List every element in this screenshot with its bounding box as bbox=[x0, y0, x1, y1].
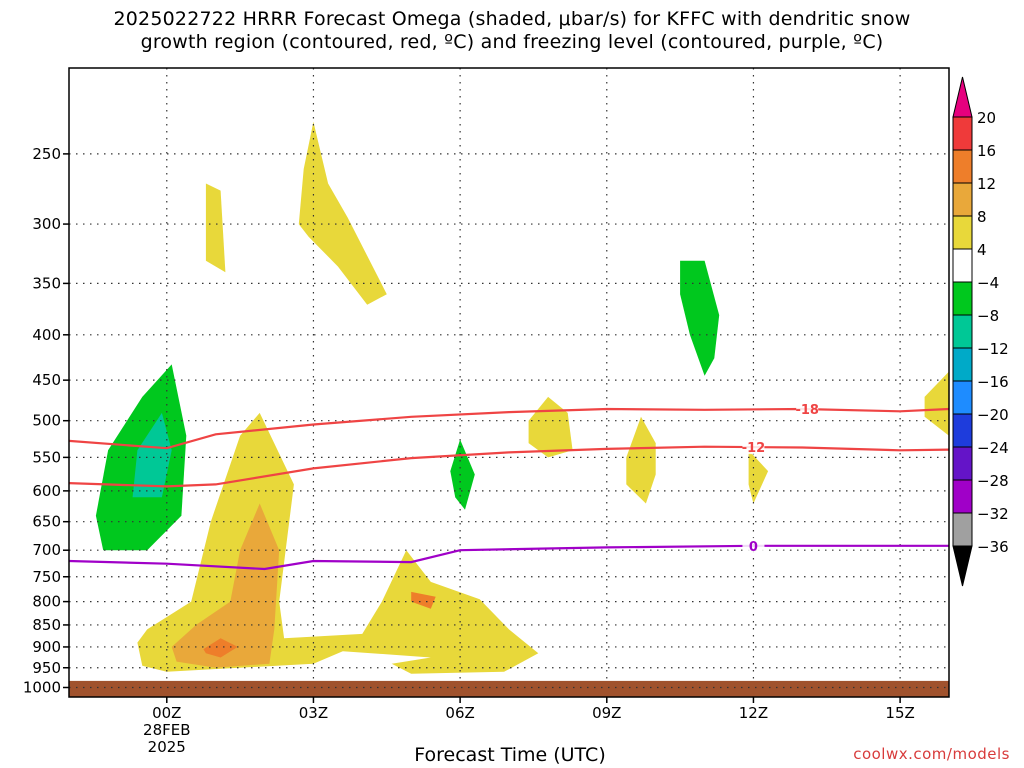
contour-line-0 bbox=[69, 544, 949, 571]
omega-region-12 bbox=[450, 439, 475, 510]
y-tick-label-250: 250 bbox=[32, 145, 61, 163]
chart-title-line-1: 2025022722 HRRR Forecast Omega (shaded, … bbox=[113, 8, 911, 30]
contour-label--18: -18 bbox=[795, 403, 819, 418]
x-tick-label-03Z: 03Z bbox=[299, 704, 328, 722]
y-tick-label-750: 750 bbox=[32, 568, 61, 586]
colorbar-bin-2 bbox=[952, 182, 973, 217]
omega-region-1 bbox=[132, 412, 172, 498]
colorbar-label--36: −36 bbox=[977, 538, 1009, 556]
y-tick-label-450: 450 bbox=[32, 371, 61, 389]
y-tick-label-550: 550 bbox=[32, 448, 61, 466]
omega-shading-layer bbox=[95, 121, 949, 674]
pressure-axis: 250 300 350 400 450 500 550 600 650 700 750 800 850 9… bbox=[23, 145, 69, 696]
contour-label-bg--18 bbox=[796, 401, 819, 417]
x-tick-sublabel-year: 2025 bbox=[148, 738, 186, 756]
colorbar-bin-8 bbox=[952, 380, 973, 415]
colorbar-label--8: −8 bbox=[977, 307, 999, 325]
colorbar-label--24: −24 bbox=[977, 439, 1009, 457]
omega-region-13 bbox=[680, 260, 720, 376]
x-tick-label-12Z: 12Z bbox=[739, 704, 768, 722]
omega-colorbar: 20 16 12 8 4 −4 −8 −12 −16 −20 −24 −28 −32 −36 bbox=[952, 76, 1009, 587]
y-tick-label-350: 350 bbox=[32, 274, 61, 292]
surface-terrain-layer bbox=[69, 680, 949, 697]
omega-region-3 bbox=[298, 121, 387, 305]
colorbar-label--32: −32 bbox=[977, 505, 1009, 523]
omega-region-8 bbox=[528, 396, 573, 458]
colorbar-label-16: 16 bbox=[977, 142, 996, 160]
surface-ground-band bbox=[69, 680, 949, 697]
contour-label-bg-0 bbox=[742, 537, 765, 553]
colorbar-label-8: 8 bbox=[977, 208, 987, 226]
contour-label--12: -12 bbox=[742, 441, 766, 456]
contour-line--12 bbox=[69, 445, 949, 488]
chart-title: 2025022722 HRRR Forecast Omega (shaded, … bbox=[0, 8, 1024, 54]
y-tick-label-700: 700 bbox=[32, 541, 61, 559]
colorbar-bin-6 bbox=[952, 314, 973, 349]
colorbar-label--28: −28 bbox=[977, 472, 1009, 490]
colorbar-label-12: 12 bbox=[977, 175, 996, 193]
colorbar-bin-4 bbox=[952, 248, 973, 283]
colorbar-bin-12 bbox=[952, 512, 973, 547]
y-tick-label-950: 950 bbox=[32, 659, 61, 677]
x-tick-label-15Z: 15Z bbox=[885, 704, 914, 722]
y-tick-label-300: 300 bbox=[32, 215, 61, 233]
colorbar-label--12: −12 bbox=[977, 340, 1009, 358]
colorbar-bin-3 bbox=[952, 215, 973, 250]
y-tick-label-650: 650 bbox=[32, 513, 61, 531]
colorbar-bottom-triangle bbox=[952, 545, 973, 587]
x-tick-label-09Z: 09Z bbox=[592, 704, 621, 722]
contour-label-0: 0 bbox=[749, 540, 758, 555]
y-tick-label-800: 800 bbox=[32, 593, 61, 611]
chart-title-line-2: growth region (contoured, red, ºC) and f… bbox=[140, 31, 884, 53]
colorbar-label--20: −20 bbox=[977, 406, 1009, 424]
contour-lines-layer: -18 -12 0 bbox=[69, 401, 949, 571]
y-tick-label-600: 600 bbox=[32, 482, 61, 500]
colorbar-bin-11 bbox=[952, 479, 973, 514]
y-tick-label-500: 500 bbox=[32, 412, 61, 430]
y-tick-label-400: 400 bbox=[32, 326, 61, 344]
colorbar-bin-10 bbox=[952, 446, 973, 481]
plot-frame bbox=[68, 67, 950, 698]
omega-region-11 bbox=[924, 371, 949, 436]
omega-region-5 bbox=[171, 503, 280, 668]
site-credit-text: coolwx.com/models bbox=[853, 745, 1010, 763]
omega-region-2 bbox=[205, 183, 226, 273]
contour-label-bg--12 bbox=[742, 439, 765, 455]
x-tick-label-06Z: 06Z bbox=[445, 704, 474, 722]
colorbar-bin-5 bbox=[952, 281, 973, 316]
omega-region-10 bbox=[748, 450, 769, 504]
y-tick-label-850: 850 bbox=[32, 616, 61, 634]
colorbar-label-20: 20 bbox=[977, 109, 996, 127]
colorbar-label-4: 4 bbox=[977, 241, 987, 259]
y-tick-label-1000: 1000 bbox=[23, 678, 61, 696]
omega-region-9 bbox=[626, 416, 656, 504]
colorbar-top-triangle bbox=[952, 76, 973, 118]
colorbar-label--16: −16 bbox=[977, 373, 1009, 391]
y-tick-label-900: 900 bbox=[32, 638, 61, 656]
colorbar-bin-9 bbox=[952, 413, 973, 448]
x-tick-label-00Z: 00Z bbox=[152, 704, 181, 722]
x-axis-label: Forecast Time (UTC) bbox=[414, 744, 606, 766]
colorbar-bin-1 bbox=[952, 149, 973, 184]
colorbar-bin-0 bbox=[952, 116, 973, 151]
colorbar-label--4: −4 bbox=[977, 274, 999, 292]
colorbar-bin-7 bbox=[952, 347, 973, 382]
omega-region-6 bbox=[203, 638, 238, 658]
x-tick-sublabel-date: 28FEB bbox=[143, 721, 190, 739]
omega-region-7 bbox=[411, 591, 436, 609]
contour-line--18 bbox=[69, 407, 949, 450]
